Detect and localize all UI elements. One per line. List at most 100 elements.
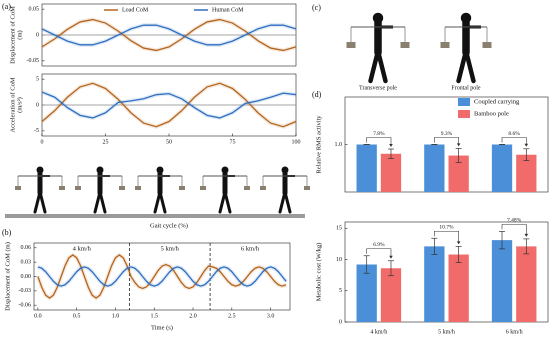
annotation: 7.48% <box>507 218 522 224</box>
x-tick-label: 50 <box>166 139 172 145</box>
load <box>179 186 185 190</box>
plot-frame <box>344 221 549 323</box>
y-tick-label: -0.05 <box>27 58 40 64</box>
series-line <box>41 18 297 52</box>
load <box>200 186 206 190</box>
load <box>304 186 310 190</box>
y-axis-label: (m) <box>16 30 23 39</box>
legend-label: Bamboo pole <box>474 110 509 117</box>
bar <box>448 155 469 192</box>
annotation: 9.3% <box>441 131 453 137</box>
comparison-bracket <box>501 137 527 146</box>
comparison-arrow <box>389 255 393 259</box>
panel-label: (d) <box>312 90 322 99</box>
load <box>400 42 410 48</box>
y-tick-label: -0.03 <box>19 288 32 294</box>
comparison-arrow <box>524 143 529 147</box>
series-line <box>41 82 297 128</box>
figure-leg <box>153 190 162 214</box>
y-tick-label: 10 <box>336 257 342 263</box>
figure-leg <box>283 190 292 214</box>
x-tick-label: 3.0 <box>267 313 275 319</box>
x-tick-label: 75 <box>230 139 236 145</box>
load <box>135 186 141 190</box>
y-tick-label: 0.00 <box>21 274 32 280</box>
y-tick-label: -0.06 <box>19 303 32 309</box>
y-tick-label: 15 <box>336 226 342 232</box>
y-tick-label: 5 <box>36 77 39 83</box>
y-tick-label: 0 <box>36 102 39 108</box>
panel-label: (b) <box>2 228 12 237</box>
x-tick-label: 4 km/h <box>370 329 387 335</box>
comparison-bracket <box>501 224 527 236</box>
comparison-arrow <box>389 144 393 148</box>
y-tick-label: 5 <box>339 288 342 294</box>
figure-leg <box>33 190 42 214</box>
y-tick-label: 1.0 <box>335 142 343 148</box>
figure-leg <box>38 190 47 214</box>
x-tick-label: 5 km/h <box>438 329 455 335</box>
comparison-bracket <box>366 137 392 147</box>
load <box>15 186 21 190</box>
annotation: 4 km/h <box>73 245 92 252</box>
bar <box>491 144 513 192</box>
x-tick-label: 100 <box>292 139 301 145</box>
x-axis-label: Time (s) <box>151 324 173 331</box>
y-tick-label: 0.06 <box>21 245 32 251</box>
legend-label: Coupled carrying <box>474 98 520 105</box>
y-axis-label: Displacement of CoM (m) <box>4 242 11 311</box>
x-tick-label: 1.0 <box>112 313 120 319</box>
annotation: 8.6% <box>508 131 520 137</box>
bar <box>380 153 402 192</box>
figure-leg <box>375 48 388 84</box>
load <box>346 42 356 48</box>
bar <box>448 254 469 322</box>
bar <box>491 240 513 322</box>
y-tick-label: 0 <box>339 319 342 325</box>
bar <box>424 144 445 192</box>
load <box>75 186 81 190</box>
bar <box>516 246 537 322</box>
y-axis-label: Relative RMS activity <box>315 115 322 174</box>
x-tick-label: 2.0 <box>189 313 197 319</box>
series-line <box>41 24 297 46</box>
annotation: 6.9% <box>373 242 385 248</box>
legend-swatch <box>458 98 470 106</box>
annotation: 5 km/h <box>161 245 180 252</box>
comparison-arrow <box>456 241 461 245</box>
illustration-label: Transverse pole <box>359 85 397 91</box>
x-tick-label: 0.0 <box>34 313 42 319</box>
y-tick-label: -5 <box>34 128 39 134</box>
legend-swatch <box>458 110 470 118</box>
bar <box>356 144 377 192</box>
load <box>260 186 266 190</box>
annotation: 7.8% <box>373 131 385 137</box>
figure-leg <box>463 48 476 84</box>
figure-leg <box>456 48 469 84</box>
x-tick-label: 0 <box>41 139 44 145</box>
y-axis-label: Displacement of CoM <box>9 6 16 64</box>
y-axis-label: Acceleration of CoM <box>9 77 16 132</box>
comparison-bracket <box>434 230 459 244</box>
x-tick-label: 2.5 <box>228 313 236 319</box>
y-axis-label: (m/s²) <box>16 97 23 113</box>
load <box>119 186 125 190</box>
comparison-arrow <box>456 143 461 147</box>
load <box>440 42 450 48</box>
load <box>482 42 492 48</box>
bar <box>424 246 445 322</box>
legend-label: Human CoM <box>212 7 244 13</box>
load <box>244 186 250 190</box>
comparison-arrow <box>524 233 529 237</box>
x-tick-label: 25 <box>103 139 109 145</box>
y-axis-label: Metabolic cost (W/kg) <box>315 243 322 302</box>
series-line <box>41 91 297 119</box>
figure-leg <box>368 48 381 84</box>
figure-leg <box>223 190 232 214</box>
x-tick-label: 6 km/h <box>506 329 523 335</box>
load <box>59 186 65 190</box>
x-tick-label: 0.5 <box>73 313 81 319</box>
y-tick-label: 0 <box>36 32 39 38</box>
